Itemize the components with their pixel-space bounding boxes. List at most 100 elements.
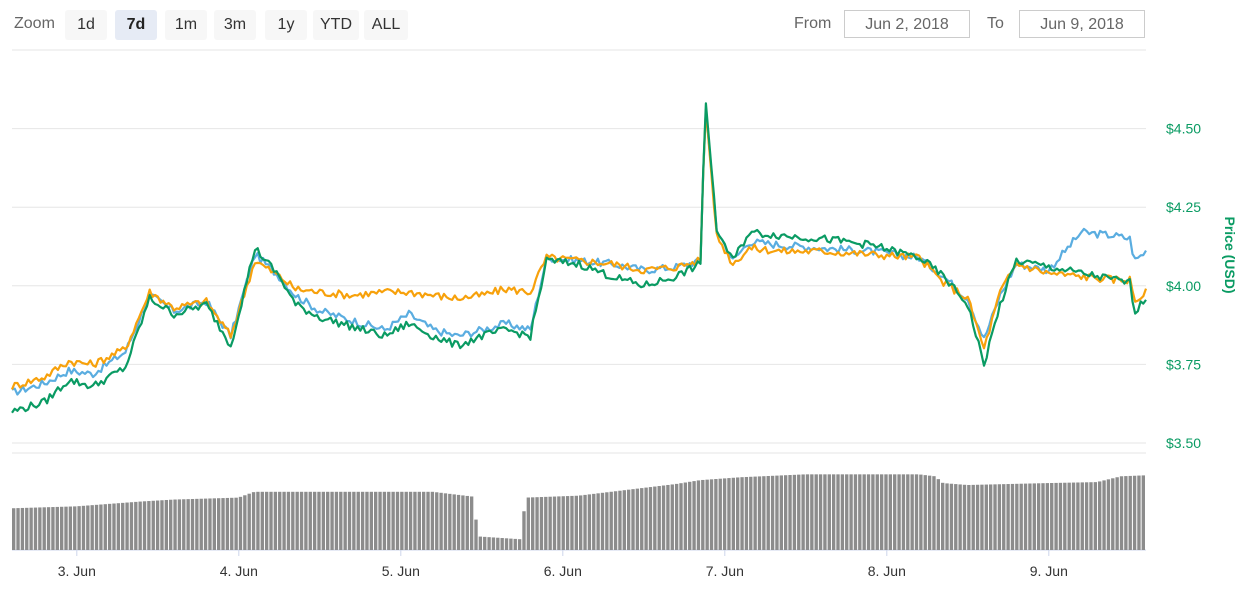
volume-bar (613, 491, 618, 550)
volume-bar (858, 474, 862, 550)
volume-bar (251, 492, 256, 550)
zoom-button-all[interactable]: ALL (364, 10, 408, 40)
volume-bar (901, 474, 906, 550)
volume-bar (648, 487, 653, 550)
volume-bar (121, 502, 125, 550)
volume-bar (975, 484, 980, 550)
volume-bar (129, 502, 134, 550)
volume-bar (531, 497, 535, 550)
volume-bar (491, 537, 496, 550)
volume-bar (683, 482, 688, 550)
volume-bar (753, 476, 757, 550)
volume-bar (225, 497, 230, 550)
volume-bar (295, 491, 299, 550)
zoom-button-ytd[interactable]: YTD (313, 10, 359, 40)
volume-bar (138, 501, 142, 550)
volume-bar (866, 474, 871, 550)
volume-bar (845, 474, 849, 550)
volume-bar (622, 490, 626, 550)
zoom-button-7d[interactable]: 7d (115, 10, 157, 40)
volume-bar (1058, 482, 1063, 550)
volume-bar (90, 505, 94, 550)
volume-bar (783, 475, 788, 550)
volume-bar (347, 491, 352, 550)
zoom-button-1y[interactable]: 1y (265, 10, 307, 40)
volume-bar (221, 498, 225, 550)
volume-bar (426, 491, 430, 550)
volume-bar (871, 474, 875, 550)
volume-bar (151, 500, 155, 550)
volume-bar (1071, 482, 1076, 550)
volume-bar (504, 538, 509, 550)
volume-bar (1050, 483, 1054, 550)
volume-bar (722, 478, 727, 550)
volume-bar (99, 504, 103, 550)
volume-bar (1036, 483, 1041, 550)
volume-bar (86, 505, 90, 550)
volume-bar (775, 475, 779, 550)
volume-bar (230, 497, 234, 550)
volume-bar (282, 491, 286, 550)
volume-bar (849, 474, 853, 550)
volume-bar (500, 538, 504, 550)
volume-bar (666, 484, 670, 550)
volume-bar (932, 476, 936, 550)
volume-bar (16, 508, 20, 550)
x-axis-ticks: 3. Jun 4. Jun 5. Jun 6. Jun 7. Jun 8. Jun 9. J… (58, 550, 1068, 579)
volume-bar (1128, 475, 1132, 550)
volume-bar (273, 491, 278, 550)
volume-bar (788, 475, 792, 550)
volume-bar (20, 507, 25, 550)
volume-bar (893, 474, 897, 550)
volume-bar (526, 497, 531, 550)
volume-bar (757, 476, 762, 550)
volume-bar (805, 474, 810, 550)
volume-bar (33, 507, 38, 550)
volume-bar (312, 491, 317, 550)
volume-bar (160, 500, 164, 550)
volume-bar (413, 491, 417, 550)
volume-bar (906, 474, 910, 550)
volume-bar (744, 476, 749, 550)
volume-bar (583, 494, 587, 550)
from-date-input[interactable]: Jun 2, 2018 (844, 10, 970, 38)
volume-bar (12, 508, 16, 550)
volume-bar (714, 479, 718, 550)
to-label: To (987, 15, 1004, 32)
volume-bar (635, 488, 640, 550)
y-axis-ticks: $3.50 $3.75 $4.00 $4.25 $4.50 (1166, 121, 1201, 451)
volume-bar (1015, 483, 1019, 550)
volume-bar (831, 474, 836, 550)
x-tick-label: 3. Jun (58, 563, 96, 579)
volume-bar (1137, 475, 1141, 550)
volume-bar (688, 481, 692, 550)
volume-bar (657, 486, 661, 550)
from-label: From (794, 15, 832, 32)
volume-bar (38, 507, 42, 550)
to-date-input[interactable]: Jun 9, 2018 (1019, 10, 1145, 38)
volume-bar (548, 496, 552, 550)
volume-bar (967, 484, 971, 550)
volume-bar (186, 499, 190, 550)
volume-bar (1115, 477, 1119, 550)
volume-bar (897, 474, 901, 550)
zoom-button-1m[interactable]: 1m (165, 10, 207, 40)
volume-bar (169, 499, 173, 550)
volume-bar (653, 486, 657, 550)
x-tick-label: 5. Jun (382, 563, 420, 579)
zoom-button-3m[interactable]: 3m (214, 10, 256, 40)
volume-bar (914, 474, 919, 550)
zoom-button-1d[interactable]: 1d (65, 10, 107, 40)
volume-bar (727, 478, 731, 550)
volume-bar (910, 474, 914, 550)
y-tick-label: $4.50 (1166, 121, 1201, 137)
volume-bar (173, 499, 177, 550)
volume-bar (155, 500, 160, 550)
volume-bar (1019, 483, 1023, 550)
price-series-orange (10, 108, 1148, 390)
volume-bar (59, 506, 64, 550)
volume-bar (417, 491, 421, 550)
volume-bar (718, 478, 722, 550)
volume-bar (304, 491, 308, 550)
volume-bar (234, 497, 238, 550)
